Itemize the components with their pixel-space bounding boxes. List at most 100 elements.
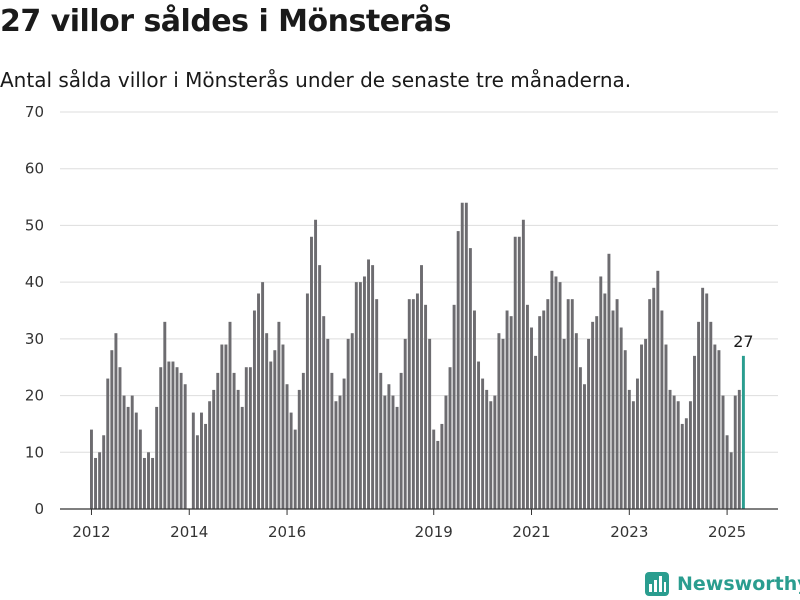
bar	[676, 401, 680, 509]
bar	[509, 316, 513, 509]
bar	[387, 384, 391, 509]
bar	[350, 333, 354, 509]
x-tick-label: 2014	[170, 523, 208, 541]
bar	[301, 372, 305, 509]
bar	[668, 389, 672, 509]
bar	[257, 293, 260, 509]
bar	[436, 440, 440, 509]
bar	[403, 338, 407, 509]
bar	[717, 350, 721, 509]
bar	[554, 276, 558, 509]
bar	[705, 293, 709, 509]
x-tick-label: 2023	[610, 523, 648, 541]
bar	[171, 361, 175, 509]
bar	[680, 423, 684, 509]
highlight-data-label: 27	[733, 332, 753, 351]
axes	[60, 508, 778, 515]
bar	[550, 270, 554, 509]
bar	[293, 429, 297, 509]
bar	[615, 299, 619, 509]
bar	[456, 231, 460, 509]
bar	[424, 304, 428, 509]
bar	[151, 457, 155, 509]
bar	[660, 310, 664, 509]
bar	[130, 395, 134, 509]
bar	[358, 282, 362, 509]
bar	[354, 282, 358, 509]
bar-highlight	[741, 355, 745, 509]
bar	[216, 372, 220, 509]
bar	[489, 401, 493, 509]
bar	[326, 338, 330, 509]
bar	[542, 310, 546, 509]
chart-title: 27 villor såldes i Mönsterås	[0, 4, 451, 39]
bar	[383, 395, 387, 509]
bar	[444, 395, 448, 509]
bar	[371, 265, 375, 509]
bar	[587, 338, 591, 509]
bar	[619, 327, 623, 509]
bar	[517, 236, 521, 509]
bar	[155, 406, 159, 509]
bar	[473, 310, 476, 509]
bar	[362, 276, 366, 509]
bar	[163, 321, 167, 509]
bar	[672, 395, 676, 509]
bar	[574, 333, 578, 509]
bar	[644, 338, 648, 509]
bar	[648, 299, 652, 509]
bar	[631, 401, 635, 509]
y-tick-label: 60	[25, 160, 44, 178]
bar	[195, 435, 199, 509]
bar	[493, 395, 497, 509]
bar	[448, 367, 452, 509]
bar	[98, 452, 102, 509]
bar	[603, 293, 607, 509]
newsworthy-brand[interactable]: Newsworthy	[645, 568, 800, 600]
bar	[297, 389, 301, 509]
bar	[175, 367, 179, 509]
bar	[277, 321, 281, 509]
bar	[729, 452, 733, 509]
bar	[228, 321, 232, 509]
bar	[224, 344, 228, 509]
bar	[693, 355, 696, 509]
bar	[452, 304, 456, 509]
bar	[391, 395, 395, 509]
bar	[310, 236, 313, 509]
brand-name: Newsworthy	[677, 573, 800, 595]
y-tick-label: 20	[25, 387, 44, 405]
bar	[167, 361, 171, 509]
bar	[505, 310, 509, 509]
y-tick-label: 10	[25, 443, 44, 461]
bar	[733, 395, 737, 509]
bar	[232, 372, 236, 509]
bar	[200, 412, 203, 509]
bar	[428, 338, 432, 509]
bar	[501, 338, 505, 509]
y-tick-label: 50	[25, 216, 44, 234]
bar	[314, 219, 318, 509]
bar	[90, 429, 93, 509]
bar	[261, 282, 265, 509]
labels: 0 10 20 30 40 50 60 70 27 2012 2014 2016 2019 2021 202…	[25, 103, 754, 541]
x-tick-label: 2019	[415, 523, 453, 541]
bar	[346, 338, 350, 509]
bar	[440, 423, 444, 509]
bar	[208, 401, 212, 509]
bar	[530, 327, 533, 509]
bar	[334, 401, 338, 509]
bar	[432, 429, 436, 509]
bar	[379, 372, 383, 509]
bar	[656, 270, 660, 509]
bar	[497, 333, 501, 509]
bar	[236, 389, 240, 509]
bar	[212, 389, 216, 509]
y-tick-label: 70	[25, 103, 44, 121]
bar	[411, 299, 415, 509]
bar	[252, 310, 256, 509]
bar	[721, 395, 725, 509]
bar	[578, 367, 582, 509]
bar	[688, 401, 692, 509]
bar	[106, 378, 110, 509]
